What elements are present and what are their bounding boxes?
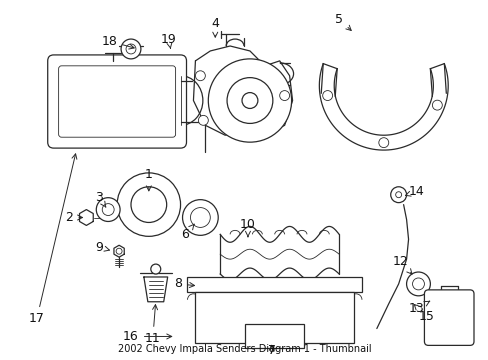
Text: 14: 14 xyxy=(405,185,424,198)
Text: 12: 12 xyxy=(392,255,411,274)
Text: 15: 15 xyxy=(413,305,433,323)
FancyBboxPatch shape xyxy=(59,66,175,137)
Circle shape xyxy=(279,91,289,100)
Circle shape xyxy=(96,198,120,221)
Text: 3: 3 xyxy=(95,191,105,207)
Circle shape xyxy=(395,192,401,198)
Text: 18: 18 xyxy=(101,35,134,49)
Text: 5: 5 xyxy=(334,13,350,31)
Text: 6: 6 xyxy=(181,224,194,241)
Circle shape xyxy=(116,248,122,254)
Circle shape xyxy=(198,116,208,125)
Circle shape xyxy=(121,39,141,59)
Circle shape xyxy=(102,204,114,216)
Text: 9: 9 xyxy=(95,241,109,254)
Text: 1: 1 xyxy=(144,168,152,191)
Circle shape xyxy=(208,59,291,142)
Circle shape xyxy=(117,173,180,236)
Bar xyxy=(187,277,361,292)
Circle shape xyxy=(190,208,210,228)
Circle shape xyxy=(150,264,161,274)
Text: 7: 7 xyxy=(267,344,275,357)
Text: 8: 8 xyxy=(174,278,194,291)
Bar xyxy=(244,324,304,348)
Text: 17: 17 xyxy=(29,154,77,325)
Text: 4: 4 xyxy=(211,17,219,37)
Text: 19: 19 xyxy=(161,32,176,49)
Circle shape xyxy=(242,93,257,108)
Text: 2002 Chevy Impala Senders Diagram 1 - Thumbnail: 2002 Chevy Impala Senders Diagram 1 - Th… xyxy=(118,344,370,354)
Circle shape xyxy=(182,200,218,235)
Bar xyxy=(195,292,353,343)
Circle shape xyxy=(378,138,388,148)
Text: 11: 11 xyxy=(144,305,161,345)
Circle shape xyxy=(195,71,205,81)
Circle shape xyxy=(322,91,332,100)
Circle shape xyxy=(431,100,442,110)
Circle shape xyxy=(226,78,272,123)
Circle shape xyxy=(390,187,406,203)
Circle shape xyxy=(131,187,166,222)
Text: 10: 10 xyxy=(240,218,255,237)
Text: 16: 16 xyxy=(123,330,171,343)
Circle shape xyxy=(406,272,429,296)
FancyBboxPatch shape xyxy=(424,290,473,345)
Text: 13: 13 xyxy=(408,301,429,315)
Circle shape xyxy=(412,278,424,290)
Circle shape xyxy=(126,44,136,54)
Text: 2: 2 xyxy=(65,211,82,224)
FancyBboxPatch shape xyxy=(48,55,186,148)
